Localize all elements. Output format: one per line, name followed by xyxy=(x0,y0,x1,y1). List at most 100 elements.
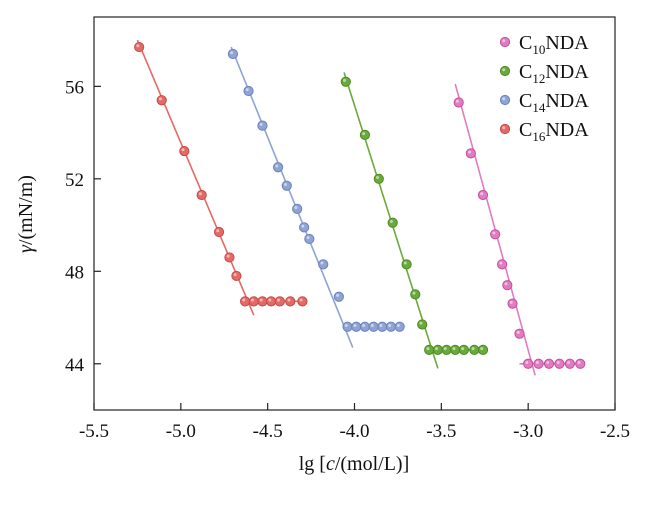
data-point xyxy=(340,76,351,87)
data-point xyxy=(281,180,292,191)
legend-marker xyxy=(499,65,511,77)
data-point-highlight xyxy=(362,323,366,327)
data-point xyxy=(272,162,284,173)
x-axis-ticks: -5.5 -5.0 -4.5 -4.0 -3.5 -3.0 -2.5 xyxy=(79,403,630,442)
legend-marker-highlight xyxy=(502,39,506,43)
data-point-highlight xyxy=(577,360,581,364)
data-point-highlight xyxy=(230,51,234,55)
x-tick-label: -5.5 xyxy=(79,421,109,442)
legend-marker xyxy=(499,94,511,106)
data-point xyxy=(465,148,476,159)
data-point xyxy=(318,259,329,270)
legend-marker-highlight xyxy=(502,68,506,72)
data-point-highlight xyxy=(443,347,447,351)
data-point xyxy=(543,358,555,369)
legend-label-tail: NDA xyxy=(545,61,589,83)
data-point-highlight xyxy=(546,360,550,364)
data-point-highlight xyxy=(388,323,392,327)
data-point xyxy=(359,129,371,140)
data-point xyxy=(373,173,384,184)
legend-label: C10NDA xyxy=(519,32,589,57)
y-tick-label: 52 xyxy=(65,170,84,191)
fit-line xyxy=(230,46,354,348)
data-point-highlight xyxy=(306,236,310,240)
data-point-highlight xyxy=(504,282,508,286)
data-point xyxy=(213,226,225,238)
data-point-highlight xyxy=(320,261,324,265)
data-point-highlight xyxy=(461,347,465,351)
data-point-highlight xyxy=(509,300,513,304)
y-axis-ticks: 44 48 52 56 xyxy=(65,77,101,376)
data-point-highlight xyxy=(277,298,281,302)
legend-label-subscript: 14 xyxy=(532,100,546,115)
data-point-highlight xyxy=(435,347,439,351)
data-point-highlight xyxy=(396,323,400,327)
data-point xyxy=(297,296,308,307)
data-point xyxy=(134,41,145,53)
data-point-highlight xyxy=(283,182,287,186)
data-point xyxy=(417,319,428,330)
data-point xyxy=(196,189,207,201)
data-point xyxy=(266,296,277,307)
data-point xyxy=(231,270,242,282)
x-tick-label: -4.0 xyxy=(339,421,369,442)
data-point xyxy=(441,344,452,355)
data-point xyxy=(432,344,443,355)
data-point-highlight xyxy=(287,298,291,302)
data-point-highlight xyxy=(370,323,374,327)
data-point-highlight xyxy=(362,132,366,136)
data-point xyxy=(450,344,461,355)
data-point xyxy=(514,328,525,339)
data-point xyxy=(507,298,518,309)
data-point xyxy=(385,321,397,332)
data-point-highlight xyxy=(480,192,484,196)
legend-marker-highlight xyxy=(502,126,506,130)
data-point xyxy=(477,344,489,355)
data-point xyxy=(401,259,412,270)
legend-label-subscript: 16 xyxy=(532,129,546,144)
data-point xyxy=(377,321,388,332)
x-tick-label: -2.5 xyxy=(600,421,630,442)
y-tick-label: 48 xyxy=(65,262,84,283)
data-point xyxy=(224,252,235,263)
data-point-highlight xyxy=(419,321,423,325)
data-point-highlight xyxy=(245,88,249,92)
data-point-highlight xyxy=(136,44,140,48)
y-axis-title-variable: γ xyxy=(15,244,37,253)
legend-marker-highlight xyxy=(502,97,506,101)
data-point xyxy=(257,296,268,307)
data-point-highlight xyxy=(471,347,475,351)
data-point-highlight xyxy=(403,261,407,265)
y-axis-title-suffix: /(mN/m) xyxy=(15,175,37,245)
data-point-highlight xyxy=(379,323,383,327)
data-point xyxy=(410,289,421,300)
data-point-highlight xyxy=(516,330,520,334)
data-point-highlight xyxy=(226,254,230,258)
data-point xyxy=(292,203,303,214)
data-point-highlight xyxy=(198,192,202,196)
data-point xyxy=(333,291,344,302)
data-point xyxy=(564,358,575,369)
legend-label: C14NDA xyxy=(519,90,589,115)
data-point xyxy=(239,296,251,307)
data-point-highlight xyxy=(250,298,254,302)
data-point xyxy=(453,97,464,108)
data-point xyxy=(274,296,285,307)
data-point xyxy=(554,358,565,369)
data-point xyxy=(490,229,501,240)
data-point xyxy=(227,48,239,60)
legend-label-base: C xyxy=(519,32,532,54)
x-axis-title-variable: c xyxy=(326,453,335,475)
data-points xyxy=(134,41,586,369)
data-point xyxy=(477,189,489,201)
legend-label-tail: NDA xyxy=(545,119,589,141)
data-point-highlight xyxy=(468,150,472,154)
data-point-highlight xyxy=(412,291,416,295)
data-point-highlight xyxy=(259,298,263,302)
legend-label-tail: NDA xyxy=(545,90,589,112)
data-point-highlight xyxy=(376,176,380,180)
data-point-highlight xyxy=(336,293,340,297)
data-point-highlight xyxy=(353,323,357,327)
data-point xyxy=(424,344,435,355)
data-point-highlight xyxy=(259,122,263,126)
